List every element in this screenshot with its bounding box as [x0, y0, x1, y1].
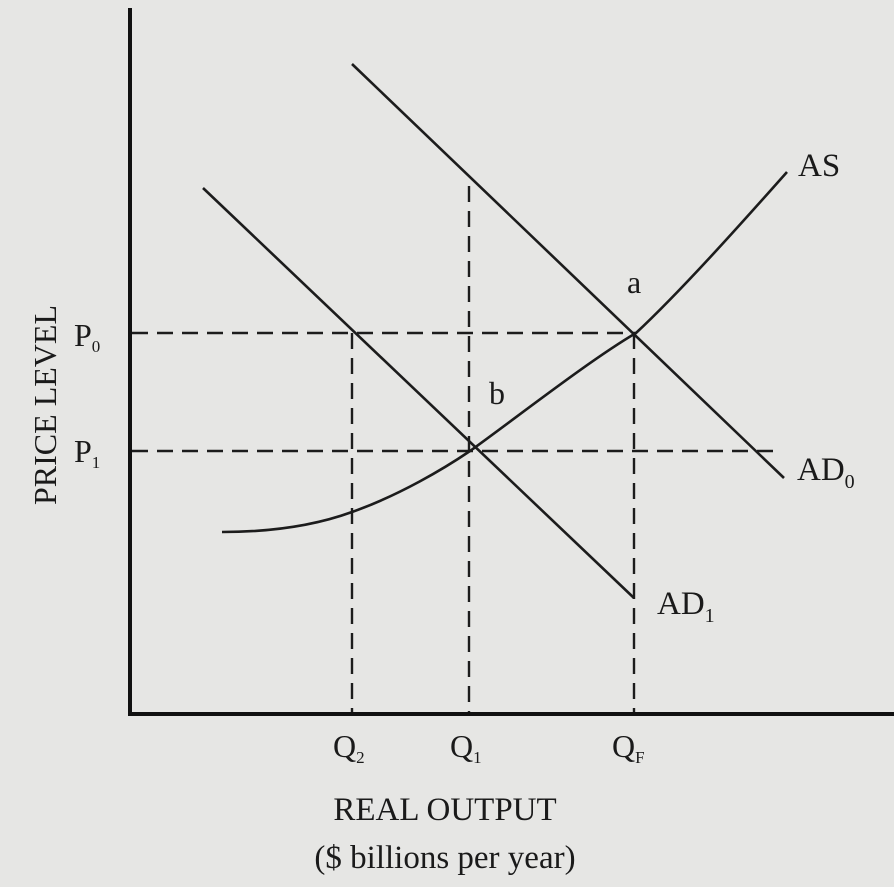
as-curve — [221, 171, 788, 534]
y-axis-title: PRICE LEVEL — [27, 305, 63, 505]
x-axis-title: REAL OUTPUT — [333, 792, 556, 828]
ad0-curve-label: AD0 — [797, 452, 855, 493]
qf-tick-label: QF — [612, 728, 645, 767]
point-a-label: a — [627, 264, 641, 300]
ad1-curve-label: AD1 — [657, 586, 715, 627]
ad1-curve — [202, 187, 635, 599]
ad0-curve — [351, 63, 785, 479]
x-axis-subtitle: ($ billions per year) — [314, 840, 575, 876]
guide-lines — [132, 186, 780, 712]
q1-tick-label: Q1 — [450, 728, 482, 767]
p0-tick-label: P0 — [74, 317, 100, 356]
p1-tick-label: P1 — [74, 433, 100, 472]
q2-tick-label: Q2 — [333, 728, 365, 767]
axes — [128, 8, 894, 716]
point-b-label: b — [489, 375, 505, 411]
curves — [202, 63, 788, 599]
as-curve-label: AS — [798, 148, 840, 184]
